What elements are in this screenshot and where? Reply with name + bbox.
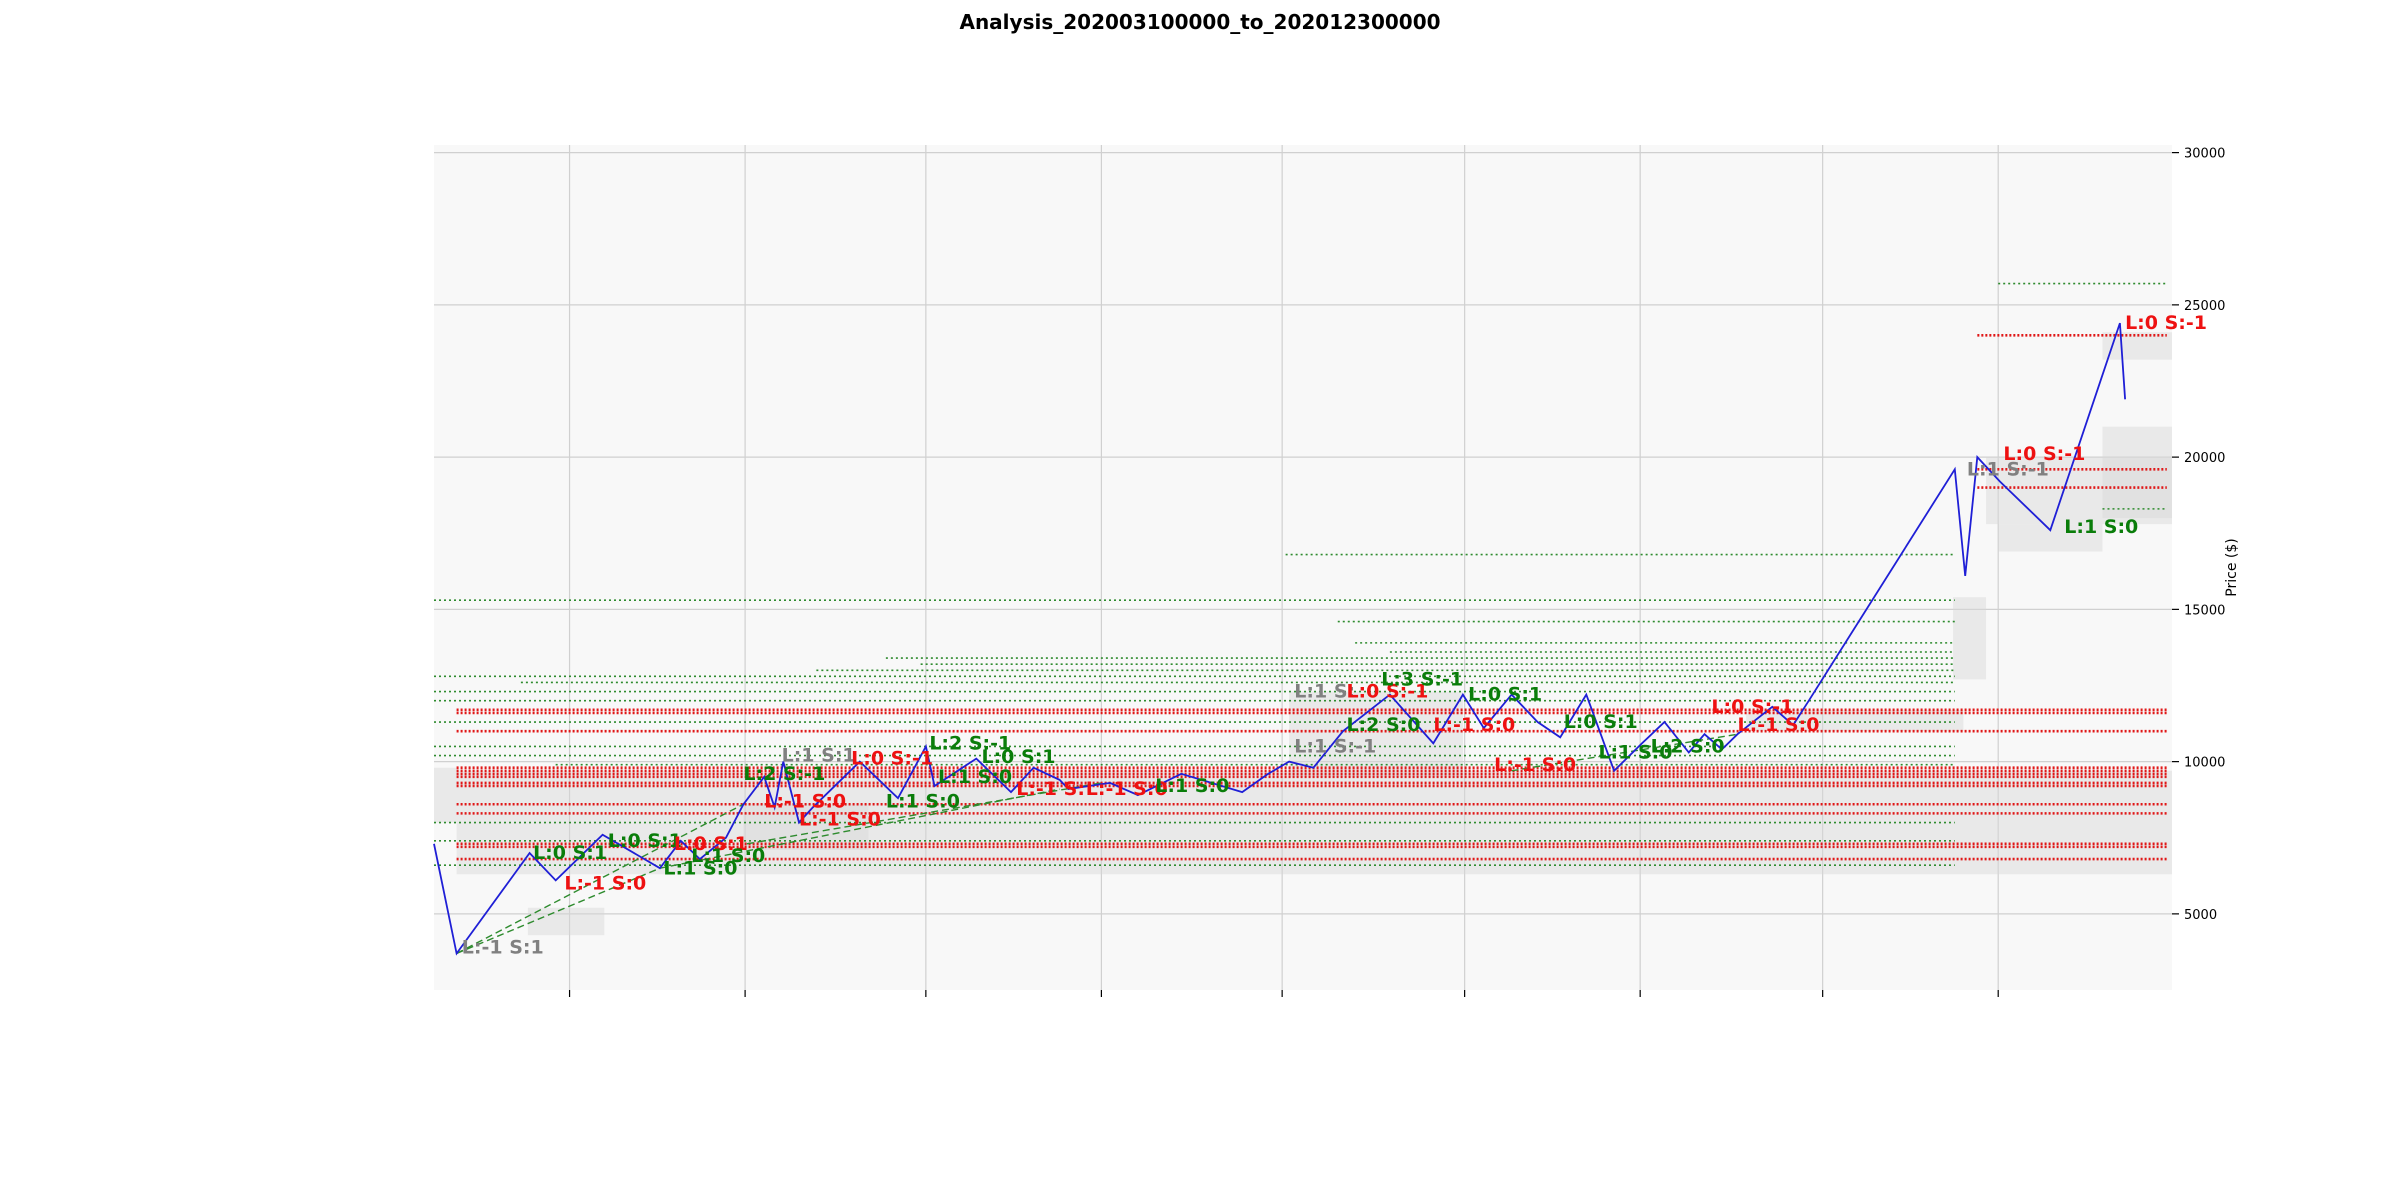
trade-annotation: L:-1 S:0 (764, 790, 846, 812)
trade-annotation: L:1 S:0 (663, 857, 737, 879)
trade-annotation: L:2 S:-1 (929, 732, 1011, 754)
trend-line (659, 788, 1060, 869)
trade-annotation: L:0 S:1 (1468, 684, 1542, 706)
y-tick-label: 10000 (2184, 756, 2225, 771)
trade-annotation: L:0 S:1 (1564, 711, 1638, 733)
trade-annotation: L:0 S:1 (533, 842, 607, 864)
trade-annotation: L:0 S:-1 (1346, 681, 1428, 703)
zone-band (2102, 426, 2172, 519)
trend-line (456, 867, 661, 955)
trade-annotation: L:1 S:-1 (1294, 735, 1376, 757)
trade-annotation: L:2 S:0 (1651, 735, 1725, 757)
trade-annotation: L:0 S:1 (981, 746, 1055, 768)
trade-annotation: L:1 S:0 (1598, 742, 1672, 764)
trade-annotation: L:2 S:0 (1346, 714, 1420, 736)
trade-annotation: L:1 S:-1 (1967, 458, 2049, 480)
trend-line (456, 803, 744, 955)
trend-line (746, 782, 1102, 845)
zone-band (527, 907, 605, 936)
zone-band (434, 767, 457, 823)
y-tick-label: 5000 (2184, 908, 2217, 923)
y-tick-label: 30000 (2184, 147, 2225, 162)
price-series-line (433, 322, 2126, 956)
trade-annotation: L:2 S:-1 (743, 763, 825, 785)
trade-annotation: L:1 S:1 (782, 745, 856, 767)
trade-annotation: L:1 S: (1294, 681, 1355, 703)
y-tick-label: 15000 (2184, 603, 2225, 618)
trade-annotation: L:0 S:-1 (851, 748, 933, 770)
trade-annotation: L:0 S:-1 (2003, 443, 2085, 465)
trade-annotation: L:-1 S:0 (1738, 714, 1820, 736)
trade-annotation: L:3 S:-1 (1381, 668, 1463, 690)
trade-annotation: L:-1 S:0 (799, 809, 881, 831)
trade-annotation: L:-1 S:0 (1494, 754, 1576, 776)
trade-annotation: L:1 S:0 (691, 845, 765, 867)
trade-annotation: L:0 S:-1 (1711, 696, 1793, 718)
y-axis-label: Price ($) (2224, 538, 2240, 596)
trade-annotation: L:0 S:1 (608, 830, 682, 852)
trade-annotation: L:-1 S:0 (1086, 778, 1168, 800)
plot-background (434, 145, 2172, 990)
trade-annotation: L:1 S:0 (1155, 775, 1229, 797)
trade-annotation: L:1 S:0 (938, 766, 1012, 788)
trade-annotation: L:-1 S:1 (462, 936, 544, 958)
trade-annotation: L:-1 S:0 (564, 873, 646, 895)
trade-annotation: L:-1 S: (1016, 778, 1085, 800)
y-tick-label: 20000 (2184, 451, 2225, 466)
trade-annotation: L:0 S:1 (674, 833, 748, 855)
zone-band (2102, 332, 2172, 360)
trade-annotation: L:1 S:0 (886, 790, 960, 812)
zone-band (1953, 597, 1987, 680)
chart-title: Analysis_202003100000_to_202012300000 (959, 10, 1441, 34)
y-tick-label: 25000 (2184, 299, 2225, 314)
trade-annotation: L:-1 S:0 (1433, 714, 1515, 736)
trade-annotation: L:1 S:0 (2064, 516, 2138, 538)
trade-annotation: L:0 S:-1 (2125, 312, 2207, 334)
